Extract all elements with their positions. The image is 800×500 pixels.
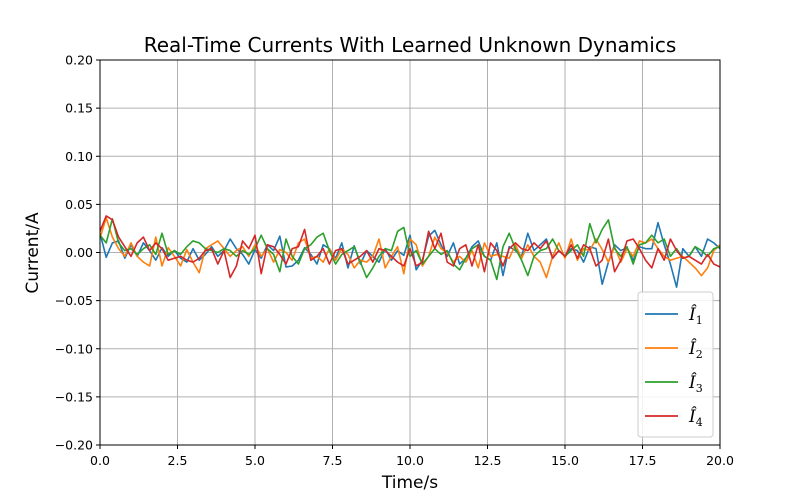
y-tick-label: 0.00: [65, 245, 93, 260]
legend-item-2: Î2: [645, 338, 703, 361]
x-axis-ticks: 0.0 2.5 5.0 7.5 10.0 12.5 15.0 17.5 20.0: [90, 445, 734, 468]
chart-title: Real-Time Currents With Learned Unknown …: [144, 33, 677, 57]
x-tick-label: 17.5: [629, 453, 657, 468]
y-tick-label: −0.20: [55, 438, 93, 453]
x-tick-label: 2.5: [168, 453, 188, 468]
legend-label: Î1: [688, 304, 703, 327]
y-tick-label: 0.15: [65, 101, 93, 116]
legend-label-subscript: 3: [696, 382, 703, 395]
legend-item-3: Î3: [645, 372, 703, 395]
y-tick-label: 0.05: [65, 197, 93, 212]
legend-label-symbol: Î: [688, 338, 697, 359]
legend-label-symbol: Î: [688, 304, 697, 325]
x-tick-label: 10.0: [396, 453, 424, 468]
x-tick-label: 7.5: [323, 453, 343, 468]
y-axis-ticks: 0.20 0.15 0.10 0.05 0.00 −0.05 −0.10 −0.15 −0.20: [55, 53, 100, 453]
x-tick-label: 20.0: [706, 453, 734, 468]
x-tick-label: 5.0: [245, 453, 265, 468]
x-tick-label: 15.0: [551, 453, 579, 468]
y-tick-label: −0.15: [55, 389, 93, 404]
series-line-3: [100, 218, 720, 281]
y-tick-label: −0.10: [55, 341, 93, 356]
legend-label: Î2: [688, 338, 703, 361]
legend-item-1: Î1: [645, 304, 703, 327]
series-line-4: [100, 215, 720, 279]
legend-label-subscript: 2: [696, 348, 703, 361]
legend-label-subscript: 4: [696, 416, 703, 429]
x-tick-label: 12.5: [474, 453, 502, 468]
legend-label-subscript: 1: [696, 314, 703, 327]
legend-label: Î4: [688, 406, 703, 429]
legend-label-symbol: Î: [688, 372, 697, 393]
x-tick-label: 0.0: [90, 453, 110, 468]
y-tick-label: 0.10: [65, 149, 93, 164]
legend-item-4: Î4: [645, 406, 703, 429]
legend-box: [637, 291, 714, 438]
y-tick-label: 0.20: [65, 53, 93, 68]
series-lines: [100, 215, 720, 288]
y-tick-label: −0.05: [55, 293, 93, 308]
y-axis-label: Current/A: [23, 212, 43, 294]
x-axis-label: Time/s: [381, 473, 438, 493]
legend-label: Î3: [688, 372, 703, 395]
legend-label-symbol: Î: [688, 406, 697, 427]
